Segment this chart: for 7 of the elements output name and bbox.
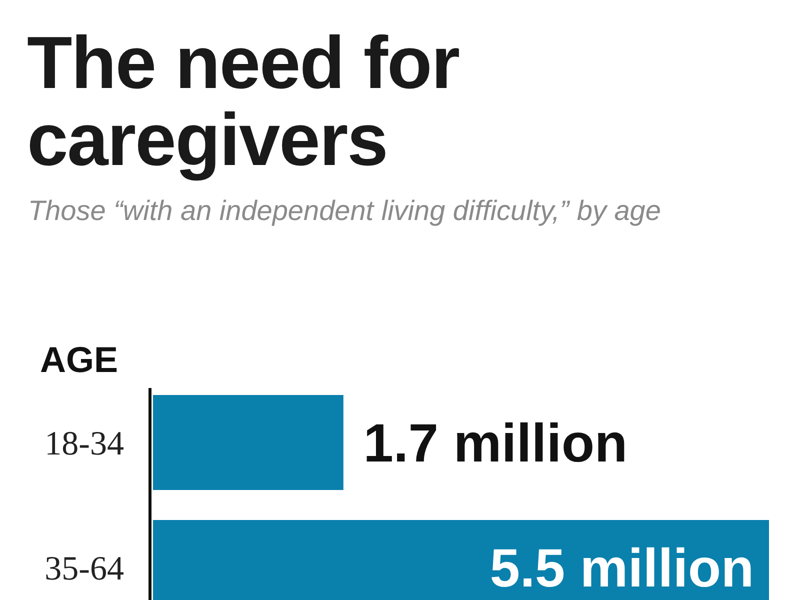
chart-subtitle: Those “with an independent living difficulty,” by age — [28, 195, 661, 226]
chart-title: The need for caregivers — [27, 21, 460, 181]
y-axis-title: AGE — [40, 339, 118, 380]
y-tick-label: 35-64 — [44, 550, 124, 588]
data-label: 5.5 million — [490, 538, 754, 598]
y-tick-label: 18-34 — [44, 426, 124, 462]
data-label: 1.7 million — [363, 414, 628, 474]
